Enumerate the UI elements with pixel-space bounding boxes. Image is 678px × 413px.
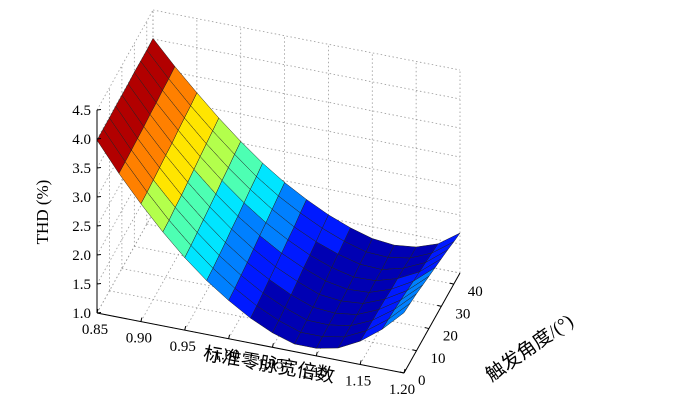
z-tick [96,109,102,111]
grid-line-left-z [96,154,154,256]
z-tick-label: 1.0 [72,306,91,322]
x-tick [315,351,318,356]
x-tick [359,360,362,365]
y-tick [399,371,405,374]
grid-line-floor-x [96,212,154,314]
z-tick-label: 4.5 [72,103,91,119]
axes-layer: 1.0 1.5 2.0 2.5 3.0 3.5 4.0 4.5 0.85 0.90 0.95 1.00… [72,103,483,398]
surface-layer [96,37,461,349]
y-tick [437,304,442,307]
z-tick [96,225,102,227]
z-tick [96,196,102,198]
y-axis-line [403,272,461,374]
x-tick [228,334,231,339]
grid-line-left-z [96,38,154,140]
z-tick-label: 3.0 [72,190,91,206]
y-tick [412,349,417,352]
z-tick [96,138,102,140]
grid-line-back-z [152,9,461,71]
x-tick [271,343,274,348]
z-tick [96,254,102,256]
y-tick-label: 30 [455,306,470,322]
x-tick [140,317,143,322]
z-tick [96,283,102,285]
x-tick [403,368,406,374]
x-axis-label: 标准零脉宽倍数 [202,343,337,388]
y-tick-label: 40 [468,284,483,300]
z-tick [96,312,102,314]
z-tick-label: 3.5 [72,161,91,177]
grid-line-left-z [96,9,154,111]
surface-patch [96,128,126,174]
grid-line-left-z [96,183,154,285]
grid-line-floor-x [140,221,198,322]
x-tick-label: 1.20 [389,382,415,398]
z-tick-label: 1.5 [72,277,91,293]
x-tick-label: 1.00 [213,348,239,364]
grid-line-back-z [152,67,461,129]
z-axis-label: THD (%) [33,180,52,245]
y-tick [424,327,430,330]
x-tick-label: 0.85 [82,322,108,338]
y-tick [449,282,454,285]
x-tick-label: 1.10 [301,365,327,381]
x-tick-label: 1.05 [257,356,283,372]
x-tick-label: 0.90 [126,331,152,347]
x-tick-label: 0.95 [170,339,196,355]
x-tick [184,326,187,331]
z-tick-label: 2.5 [72,219,91,235]
y-tick-label: 20 [443,329,458,345]
x-tick-label: 1.15 [345,373,371,389]
y-tick-label: 0 [418,373,426,389]
grid-line-back-z [152,38,461,100]
z-tick [96,167,102,169]
y-axis-label: 触发角度/(°) [482,310,578,386]
x-tick [96,308,99,314]
x-axis-line [96,312,405,374]
z-tick-label: 4.0 [72,132,91,148]
z-tick-label: 2.0 [72,248,91,264]
y-tick-label: 10 [430,351,445,367]
